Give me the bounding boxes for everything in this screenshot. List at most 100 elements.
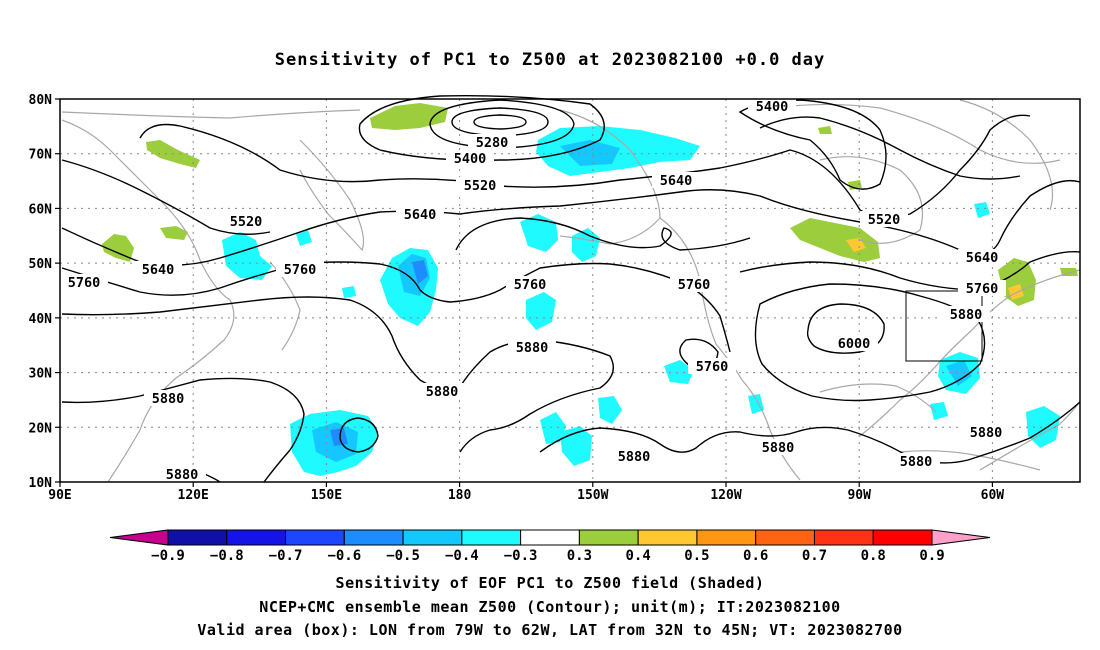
contour-label: 5880	[892, 453, 940, 470]
svg-text:5520: 5520	[868, 212, 901, 228]
contour-label: 5760	[60, 274, 108, 291]
positive-patch	[160, 226, 188, 240]
caption-contour: NCEP+CMC ensemble mean Z500 (Contour); u…	[259, 598, 841, 616]
svg-text:5640: 5640	[404, 207, 437, 223]
caption-valid-area: Valid area (box): LON from 79W to 62W, L…	[197, 621, 903, 639]
lat-tick-label: 80N	[29, 93, 53, 108]
coastline-kamchatka	[299, 139, 365, 252]
colorbar-tick-label: −0.9	[151, 548, 185, 564]
svg-text:5880: 5880	[516, 340, 549, 356]
coastline-north-america-east	[859, 269, 1081, 437]
contour-label: 5760	[688, 358, 736, 375]
lon-tick-label: 180	[448, 488, 472, 503]
colorbar-tick-label: −0.3	[504, 548, 538, 564]
colorbar-segment	[696, 529, 757, 546]
coastline-hudson	[819, 156, 924, 244]
contour-label: 5880	[942, 306, 990, 323]
contour-5400-west	[358, 94, 605, 161]
positive-strong-patch	[846, 238, 866, 252]
contour-label: 5280	[468, 134, 516, 151]
contour-label: 5400	[748, 98, 796, 115]
negative-patch	[974, 202, 990, 218]
lat-tick-label: 10N	[29, 476, 53, 491]
lon-tick-label: 60W	[981, 488, 1005, 503]
contour-label: 5760	[670, 276, 718, 293]
contour-5280	[451, 107, 549, 137]
colorbar-labels: −0.9 −0.8 −0.7 −0.6 −0.5 −0.4 −0.3 0.3 0.4 0.5 0.6…	[151, 548, 945, 564]
contour-5400-east	[738, 99, 887, 190]
positive-patch	[818, 126, 832, 134]
svg-text:5400: 5400	[454, 151, 487, 167]
lon-tick-label: 120W	[710, 488, 741, 503]
svg-text:5880: 5880	[152, 391, 185, 407]
lat-tick-label: 20N	[29, 421, 53, 436]
colorbar-segment	[813, 529, 874, 546]
svg-text:5400: 5400	[756, 99, 789, 115]
svg-text:5760: 5760	[696, 359, 729, 375]
lat-lon-grid	[60, 99, 1080, 482]
colorbar-segment	[343, 529, 404, 546]
contour-label: 5760	[506, 276, 554, 293]
negative-patch	[748, 394, 764, 414]
svg-text:5880: 5880	[970, 425, 1003, 441]
latitude-axis: 80N 70N 60N 50N 40N 30N 20N 10N	[29, 93, 60, 491]
sensitivity-shading	[102, 103, 1078, 476]
negative-patch	[222, 232, 272, 280]
svg-text:5760: 5760	[514, 277, 547, 293]
lon-tick-label: 150W	[577, 488, 608, 503]
negative-core-patch	[412, 260, 428, 284]
positive-strong-patch	[1008, 284, 1024, 300]
contour-6000	[806, 303, 885, 354]
colorbar-segment	[226, 529, 287, 546]
contour-label: 5760	[276, 261, 324, 278]
colorbar-tick-label: 0.8	[861, 548, 886, 564]
positive-patch	[998, 258, 1036, 306]
contour-label: 5880	[144, 390, 192, 407]
contour-label: 5520	[860, 211, 908, 228]
valid-area-box	[905, 290, 983, 362]
negative-patch	[664, 360, 694, 384]
lat-tick-label: 50N	[29, 257, 53, 272]
svg-text:5880: 5880	[426, 384, 459, 400]
colorbar-tick-label: 0.6	[743, 548, 768, 564]
contour-label: 5880	[158, 466, 206, 483]
longitude-axis: 90E 120E 150E 180 150W 120W 90W 60W	[48, 482, 1004, 503]
contour-label: 5880	[754, 439, 802, 456]
contour-label: 5640	[396, 206, 444, 223]
svg-text:5760: 5760	[68, 275, 101, 291]
contour-5640-aleut	[455, 217, 751, 251]
coastline-greenland	[959, 99, 1054, 211]
coastline-siberia	[61, 109, 361, 119]
contour-label: 5880	[418, 383, 466, 400]
svg-text:5640: 5640	[142, 262, 175, 278]
contour-label: 5880	[962, 424, 1010, 441]
colorbar-tick-label: −0.8	[210, 548, 244, 564]
colorbar-segment	[461, 529, 522, 546]
colorbar-segment	[872, 529, 933, 546]
negative-strong-patch	[946, 360, 972, 386]
colorbar-tick-label: 0.7	[802, 548, 827, 564]
contour-label: 5880	[610, 448, 658, 465]
caption-shading: Sensitivity of EOF PC1 to Z500 field (Sh…	[335, 574, 765, 592]
colorbar	[109, 529, 991, 546]
contour-5760-east	[739, 251, 1081, 291]
negative-core-patch	[330, 428, 348, 446]
lon-tick-label: 150E	[311, 488, 342, 503]
contour-5520-sw	[61, 159, 271, 235]
map-frame	[59, 98, 1081, 483]
colorbar-segment	[755, 529, 815, 546]
contour-label: 5880	[508, 339, 556, 356]
contour-5340	[429, 99, 575, 149]
coastline-gulf	[819, 383, 937, 413]
colorbar-segment	[578, 529, 639, 546]
colorbar-tick-label: 0.4	[626, 548, 651, 564]
negative-patch	[560, 426, 592, 466]
svg-text:5760: 5760	[678, 277, 711, 293]
svg-text:5880: 5880	[166, 467, 199, 483]
colorbar-low-triangle	[109, 529, 169, 546]
lon-tick-label: 120E	[178, 488, 209, 503]
lat-tick-label: 60N	[29, 202, 53, 217]
contour-label: 5640	[134, 261, 182, 278]
colorbar-segment	[637, 529, 698, 546]
